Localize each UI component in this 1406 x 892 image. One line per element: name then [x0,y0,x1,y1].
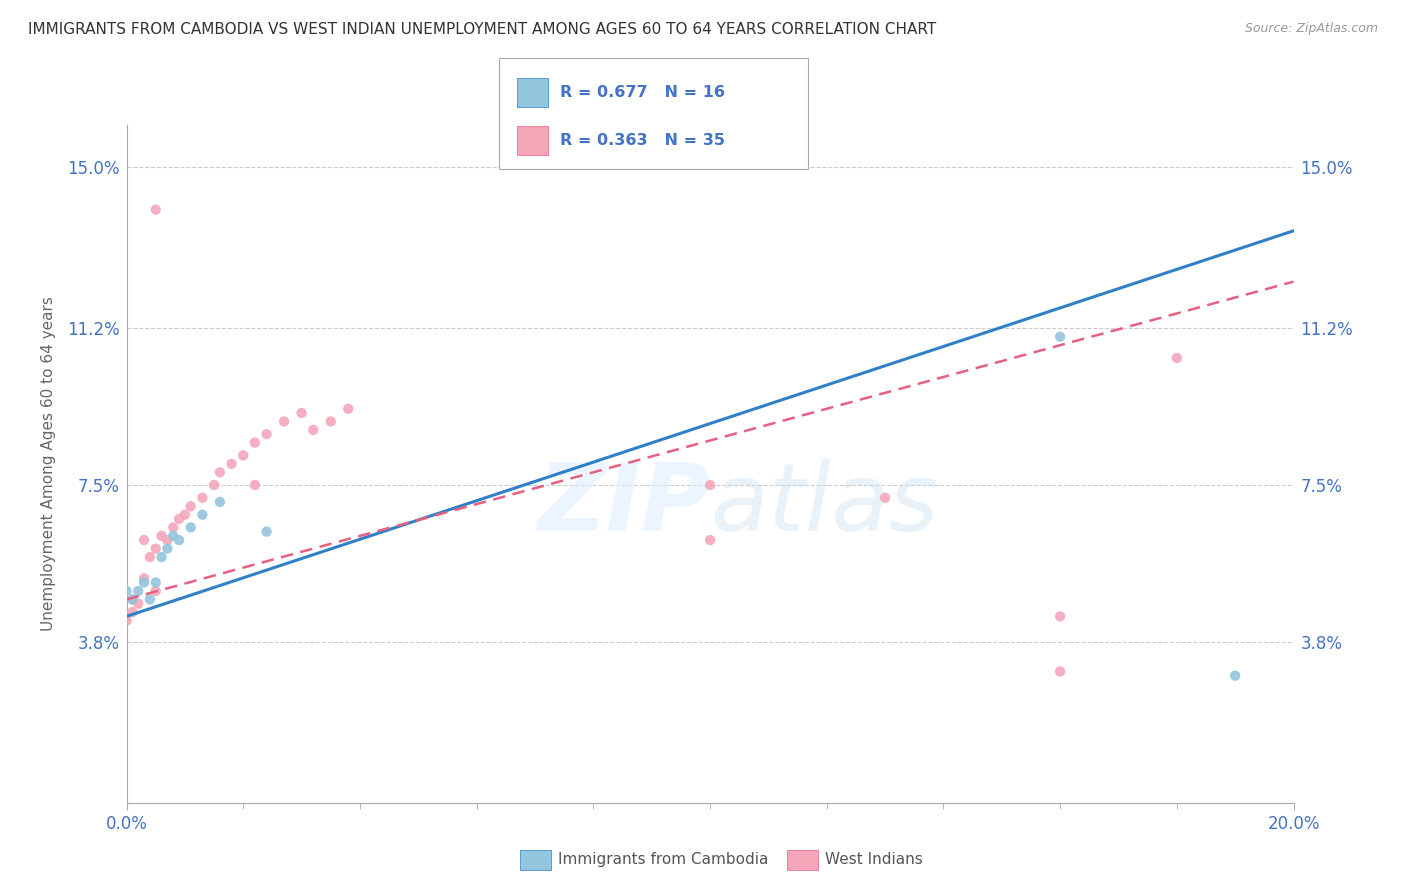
Point [699,478,721,492]
Point [290,406,312,420]
Point [150,529,173,543]
Point [180,500,202,514]
Text: R = 0.363   N = 35: R = 0.363 N = 35 [560,133,724,148]
Point [121,592,143,607]
Text: IMMIGRANTS FROM CAMBODIA VS WEST INDIAN UNEMPLOYMENT AMONG AGES 60 TO 64 YEARS C: IMMIGRANTS FROM CAMBODIA VS WEST INDIAN … [28,22,936,37]
Point [139,592,162,607]
Point [699,533,721,548]
Point [319,415,342,429]
Point [127,597,149,611]
Point [145,575,167,590]
Point [145,584,167,599]
Text: atlas: atlas [710,459,938,550]
Point [180,520,202,534]
Point [150,549,173,565]
Point [1049,330,1071,344]
Point [121,605,143,619]
Point [232,449,254,463]
Point [162,529,184,543]
Y-axis label: Unemployment Among Ages 60 to 64 years: Unemployment Among Ages 60 to 64 years [41,296,56,632]
Point [139,549,162,565]
Point [221,457,243,471]
Text: Immigrants from Cambodia: Immigrants from Cambodia [558,853,769,867]
Point [191,491,214,505]
Point [156,541,179,556]
Text: R = 0.677   N = 16: R = 0.677 N = 16 [560,85,724,100]
Point [256,524,278,539]
Point [132,533,155,548]
Point [208,495,231,509]
Point [208,466,231,480]
Point [202,478,225,492]
Point [156,533,179,548]
Point [145,541,167,556]
Point [875,491,897,505]
Point [167,533,190,548]
Text: ZIP: ZIP [537,458,710,550]
Point [191,508,214,522]
Point [337,401,360,416]
Point [256,427,278,442]
Point [132,571,155,585]
Point [1049,609,1071,624]
Point [243,478,266,492]
Point [302,423,325,437]
Point [1223,669,1246,683]
Point [174,508,197,522]
Point [167,512,190,526]
Point [273,415,295,429]
Text: Source: ZipAtlas.com: Source: ZipAtlas.com [1244,22,1378,36]
Point [127,584,149,599]
Point [243,435,266,450]
Text: West Indians: West Indians [825,853,924,867]
Point [162,520,184,534]
Point [121,592,143,607]
Point [145,202,167,217]
Point [115,584,138,599]
Point [1049,665,1071,679]
Point [1166,351,1188,365]
Point [115,614,138,628]
Point [132,575,155,590]
